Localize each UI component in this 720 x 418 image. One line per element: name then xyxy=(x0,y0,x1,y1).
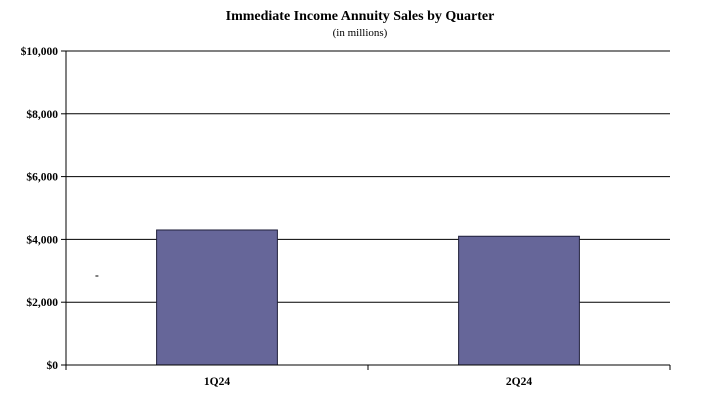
chart-subtitle: (in millions) xyxy=(332,27,388,39)
y-axis-ticks: $0 $2,000 $4,000 $6,000 $8,000 $10,000 xyxy=(21,45,66,372)
x-tick-label: 1Q24 xyxy=(204,376,230,388)
y-tick-label: $10,000 xyxy=(21,45,59,58)
y-tick-label: $0 xyxy=(47,359,59,372)
annotation-dash: - xyxy=(95,270,99,282)
chart-title: Immediate Income Annuity Sales by Quarte… xyxy=(225,9,495,24)
bars xyxy=(156,229,580,366)
y-tick-label: $4,000 xyxy=(26,233,58,246)
y-tick-label: $8,000 xyxy=(26,108,58,121)
y-tick-label: $6,000 xyxy=(26,171,58,184)
y-tick-label: $2,000 xyxy=(26,296,58,309)
bar-1q24 xyxy=(156,229,278,366)
x-tick-label: 2Q24 xyxy=(506,376,532,388)
bar-2q24 xyxy=(458,235,580,366)
x-axis-ticks: 1Q24 2Q24 xyxy=(65,365,671,388)
